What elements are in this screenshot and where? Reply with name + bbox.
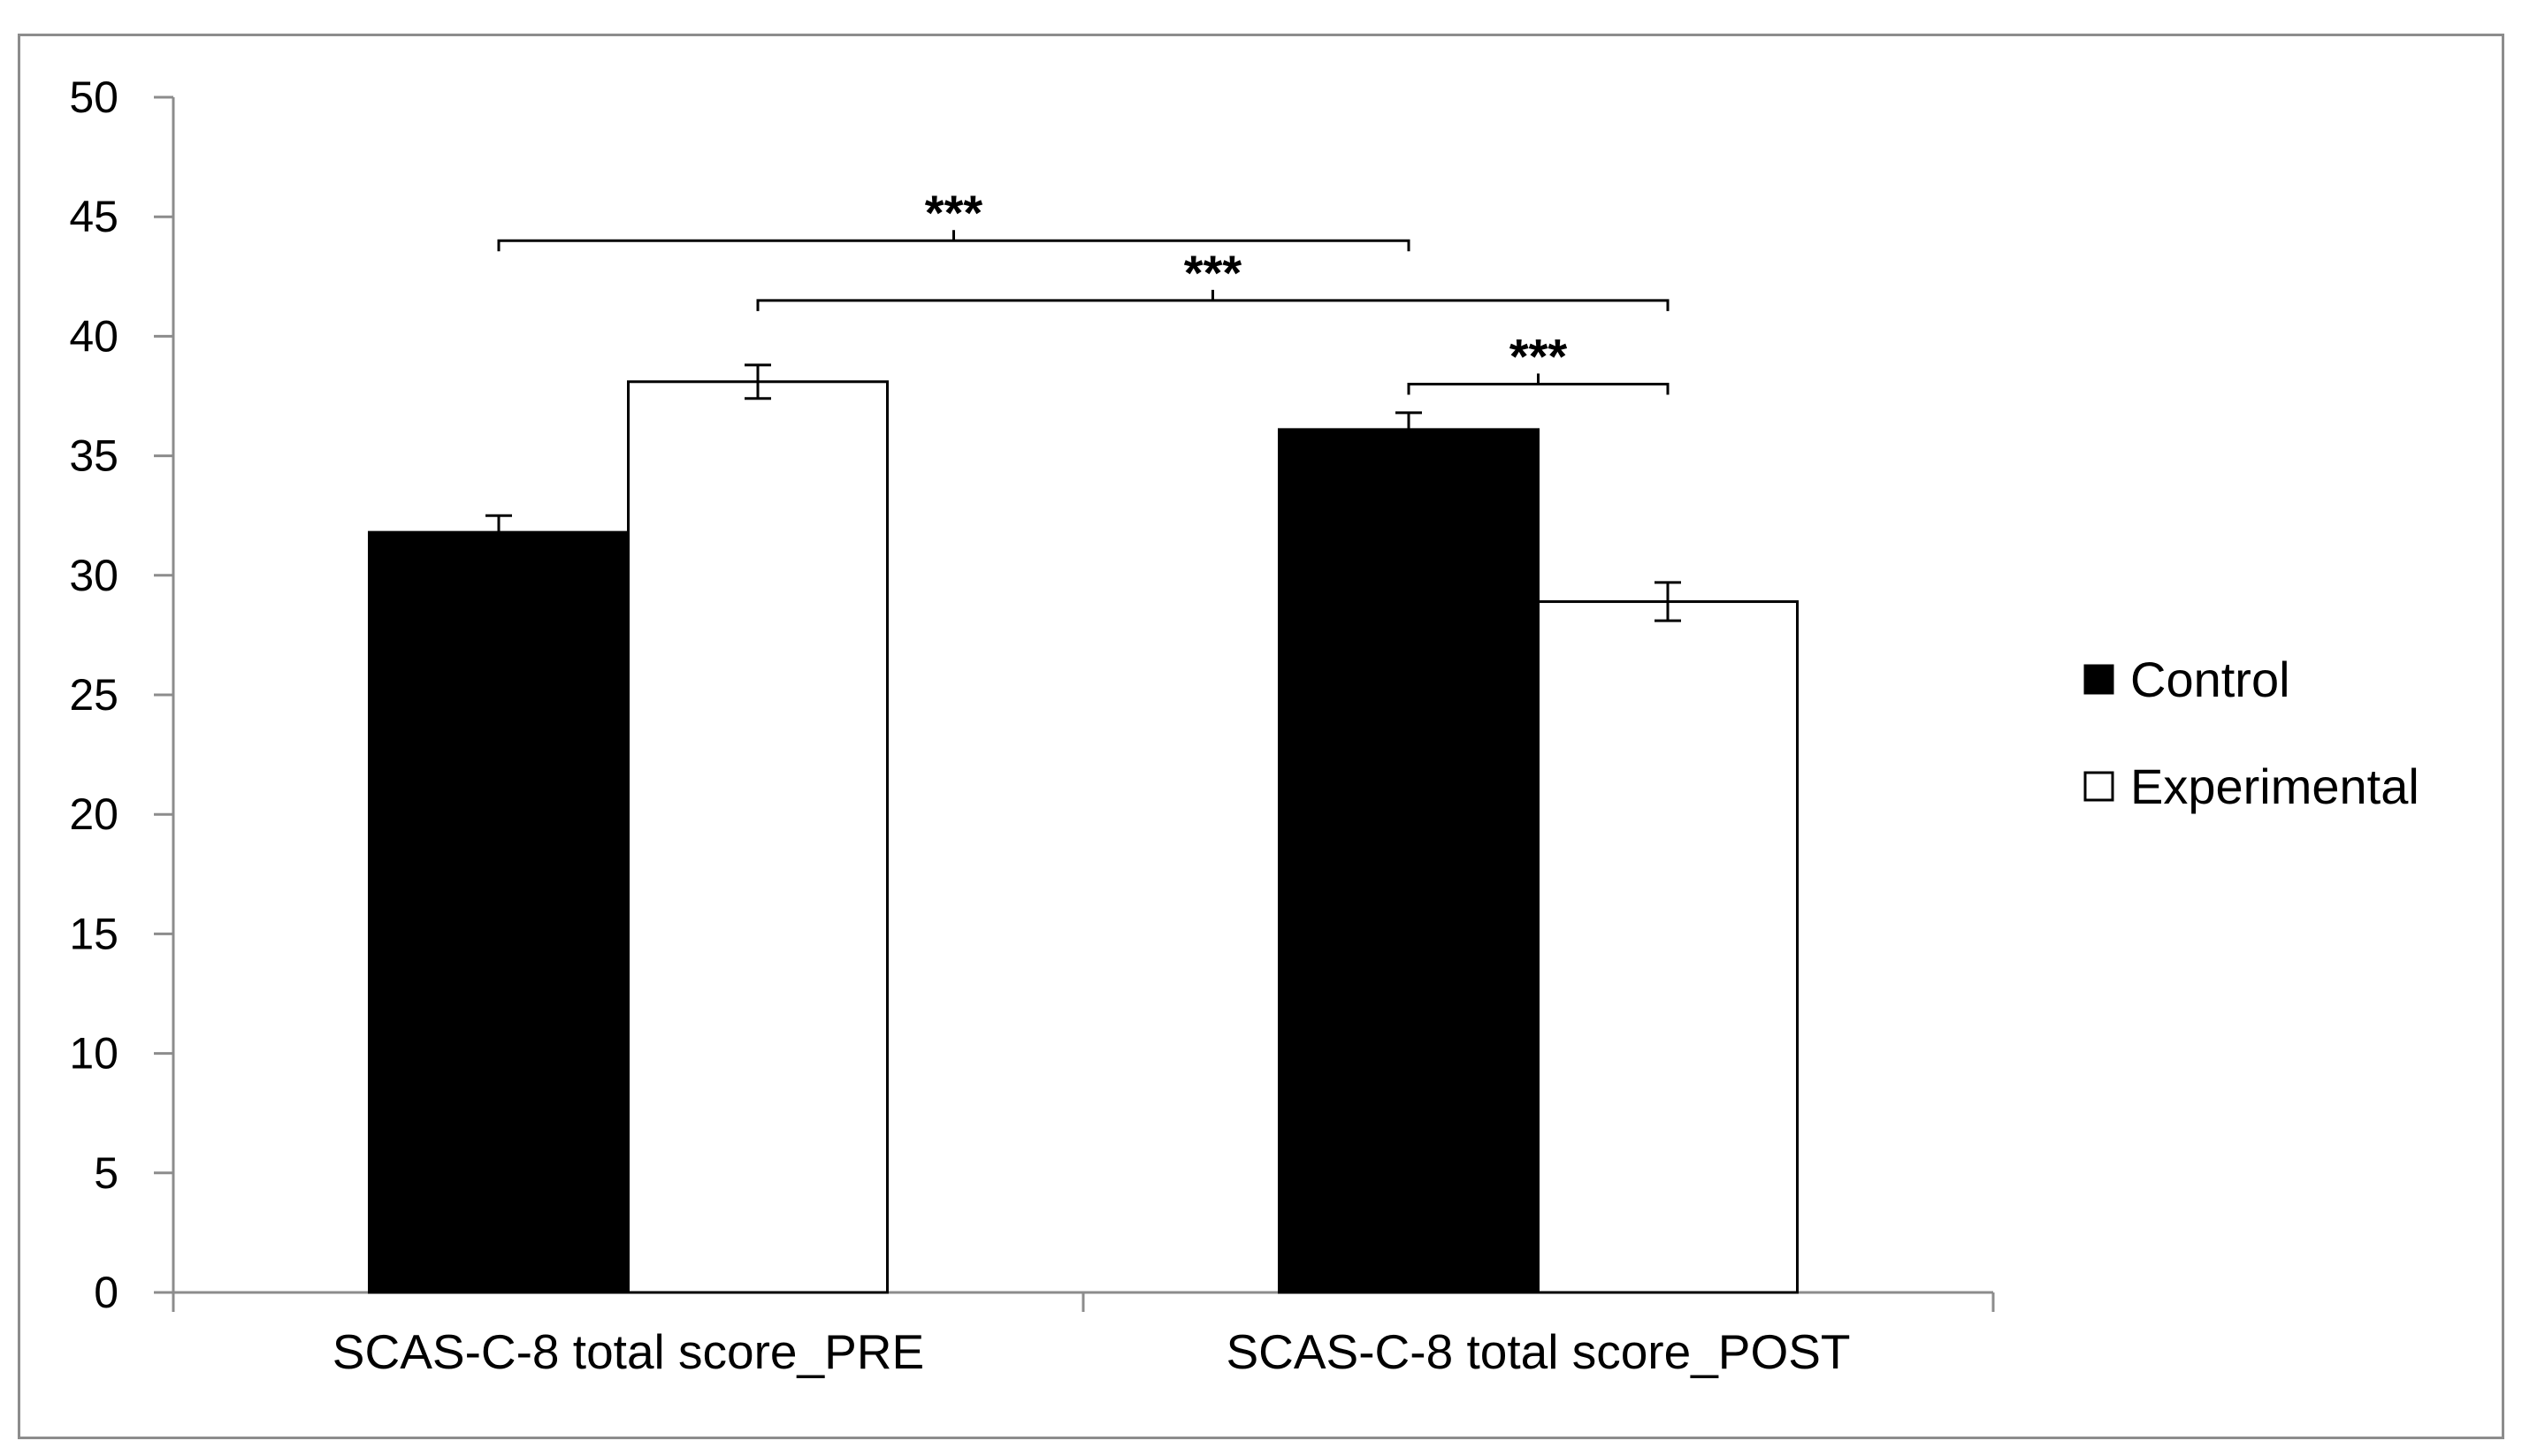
y-tick-label: 45 [69,192,118,241]
y-tick-label: 20 [69,789,118,839]
significance-label: *** [925,185,983,240]
significance-bracket [497,230,1410,252]
significance-bracket [1407,373,1670,395]
x-category-label: SCAS-C-8 total score_POST [1226,1324,1850,1379]
y-tick-label: 30 [69,551,118,600]
y-tick-label: 35 [69,431,118,481]
legend-label-control: Control [2130,652,2290,707]
significance-label: *** [1184,245,1242,301]
x-category-label: SCAS-C-8 total score_PRE [332,1324,924,1379]
bar-experimental [627,380,889,1294]
significance-brackets: *** *** *** [497,185,1670,395]
bar-control [1278,428,1540,1294]
significance-label: *** [1509,328,1568,384]
bars [368,380,1799,1294]
legend-swatch-experimental [2083,771,2114,802]
y-tick-label: 40 [69,311,118,361]
error-bars [485,363,1681,622]
bar-control [368,530,630,1294]
y-tick-label: 10 [69,1029,118,1079]
y-tick-label: 0 [94,1268,118,1317]
significance-bracket [756,289,1670,311]
legend: Control Experimental [2083,652,2419,814]
legend-label-experimental: Experimental [2130,758,2419,814]
legend-swatch-control [2083,664,2114,695]
axes: 0 5 10 15 20 25 30 35 40 45 50 SCAS-C-8 total score… [69,72,1995,1379]
y-tick-label: 5 [94,1148,118,1198]
y-tick-label: 25 [69,670,118,720]
bar-experimental [1537,600,1799,1294]
y-tick-label: 15 [69,909,118,958]
y-tick-label: 50 [69,72,118,122]
